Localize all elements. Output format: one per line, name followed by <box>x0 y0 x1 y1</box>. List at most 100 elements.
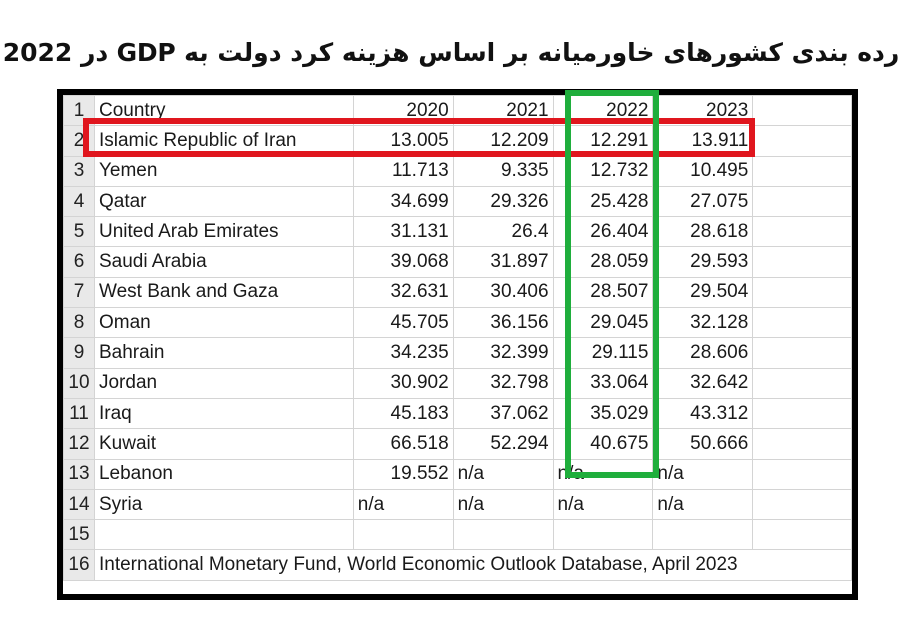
value-2021[interactable]: 12.209 <box>452 125 554 157</box>
header-2021[interactable]: 2021 <box>452 94 554 127</box>
country-cell[interactable]: Lebanon <box>93 458 354 490</box>
country-cell[interactable]: Yemen <box>93 155 354 187</box>
empty-cell[interactable] <box>452 519 554 551</box>
country-cell[interactable]: West Bank and Gaza <box>93 276 354 309</box>
value-2021[interactable]: 31.897 <box>452 246 554 278</box>
value-2020[interactable]: n/a <box>352 488 454 521</box>
value-2022[interactable]: 12.732 <box>552 155 654 187</box>
value-2023[interactable]: 28.606 <box>652 337 754 369</box>
row-number[interactable]: 15 <box>63 519 95 551</box>
value-2021[interactable]: 9.335 <box>452 155 554 187</box>
value-2020[interactable]: 45.705 <box>352 307 454 339</box>
row-number[interactable]: 9 <box>63 337 95 369</box>
empty-cell[interactable] <box>752 488 852 521</box>
value-2020[interactable]: 34.235 <box>352 337 454 369</box>
empty-cell[interactable] <box>752 94 852 127</box>
value-2023[interactable]: 32.128 <box>652 307 754 339</box>
value-2022[interactable]: 12.291 <box>552 125 654 157</box>
empty-cell[interactable] <box>752 185 852 218</box>
row-number[interactable]: 2 <box>63 125 95 157</box>
value-2023[interactable]: n/a <box>652 488 754 521</box>
value-2022[interactable]: 26.404 <box>552 216 654 248</box>
country-cell[interactable]: Oman <box>93 307 354 339</box>
value-2023[interactable]: 43.312 <box>652 397 754 430</box>
header-2023[interactable]: 2023 <box>652 94 754 127</box>
value-2020[interactable]: 11.713 <box>352 155 454 187</box>
value-2022[interactable]: 25.428 <box>552 185 654 218</box>
value-2023[interactable]: 27.075 <box>652 185 754 218</box>
country-cell[interactable]: Kuwait <box>93 428 354 460</box>
country-cell[interactable]: United Arab Emirates <box>93 216 354 248</box>
header-country[interactable]: Country <box>93 94 354 127</box>
value-2022[interactable]: 29.045 <box>552 307 654 339</box>
value-2020[interactable]: 34.699 <box>352 185 454 218</box>
value-2022[interactable]: 35.029 <box>552 397 654 430</box>
value-2020[interactable]: 39.068 <box>352 246 454 278</box>
value-2021[interactable]: 37.062 <box>452 397 554 430</box>
header-2022[interactable]: 2022 <box>552 94 654 127</box>
value-2020[interactable]: 13.005 <box>352 125 454 157</box>
row-number[interactable]: 12 <box>63 428 95 460</box>
value-2023[interactable]: 32.642 <box>652 367 754 399</box>
country-cell[interactable]: Syria <box>93 488 354 521</box>
value-2021[interactable]: 29.326 <box>452 185 554 218</box>
value-2021[interactable]: n/a <box>452 488 554 521</box>
empty-cell[interactable] <box>752 367 852 399</box>
country-cell[interactable]: Bahrain <box>93 337 354 369</box>
row-number[interactable]: 3 <box>63 155 95 187</box>
empty-cell[interactable] <box>752 458 852 490</box>
value-2022[interactable]: n/a <box>552 458 654 490</box>
value-2022[interactable]: 28.507 <box>552 276 654 309</box>
value-2021[interactable]: 32.798 <box>452 367 554 399</box>
value-2023[interactable]: 13.911 <box>652 125 754 157</box>
empty-cell[interactable] <box>552 519 654 551</box>
value-2022[interactable]: n/a <box>552 488 654 521</box>
value-2022[interactable]: 29.115 <box>552 337 654 369</box>
value-2021[interactable]: 52.294 <box>452 428 554 460</box>
value-2022[interactable]: 33.064 <box>552 367 654 399</box>
value-2021[interactable]: n/a <box>452 458 554 490</box>
value-2023[interactable]: 50.666 <box>652 428 754 460</box>
country-cell[interactable]: Iraq <box>93 397 354 430</box>
country-cell[interactable]: Saudi Arabia <box>93 246 354 278</box>
empty-cell[interactable] <box>752 397 852 430</box>
row-number[interactable]: 13 <box>63 458 95 490</box>
value-2021[interactable]: 30.406 <box>452 276 554 309</box>
source-citation[interactable]: International Monetary Fund, World Econo… <box>93 549 853 581</box>
empty-cell[interactable] <box>752 276 852 309</box>
value-2022[interactable]: 28.059 <box>552 246 654 278</box>
empty-cell[interactable] <box>752 519 852 551</box>
empty-cell[interactable] <box>352 519 454 551</box>
empty-cell[interactable] <box>752 246 852 278</box>
row-number[interactable]: 14 <box>63 488 95 521</box>
value-2020[interactable]: 30.902 <box>352 367 454 399</box>
row-number[interactable]: 11 <box>63 397 95 430</box>
value-2023[interactable]: 28.618 <box>652 216 754 248</box>
row-number[interactable]: 16 <box>63 549 95 581</box>
empty-cell[interactable] <box>752 155 852 187</box>
empty-cell[interactable] <box>752 337 852 369</box>
row-number[interactable]: 5 <box>63 216 95 248</box>
value-2021[interactable]: 26.4 <box>452 216 554 248</box>
row-number[interactable]: 6 <box>63 246 95 278</box>
empty-cell[interactable] <box>752 428 852 460</box>
header-2020[interactable]: 2020 <box>352 94 454 127</box>
row-number[interactable]: 7 <box>63 276 95 309</box>
value-2023[interactable]: n/a <box>652 458 754 490</box>
row-number[interactable]: 4 <box>63 185 95 218</box>
value-2020[interactable]: 45.183 <box>352 397 454 430</box>
empty-cell[interactable] <box>652 519 754 551</box>
value-2020[interactable]: 66.518 <box>352 428 454 460</box>
value-2020[interactable]: 19.552 <box>352 458 454 490</box>
country-cell[interactable]: Qatar <box>93 185 354 218</box>
row-number[interactable]: 1 <box>63 94 95 127</box>
row-number[interactable]: 10 <box>63 367 95 399</box>
row-number[interactable]: 8 <box>63 307 95 339</box>
value-2023[interactable]: 29.593 <box>652 246 754 278</box>
value-2023[interactable]: 10.495 <box>652 155 754 187</box>
empty-cell[interactable] <box>752 307 852 339</box>
empty-cell[interactable] <box>752 125 852 157</box>
value-2021[interactable]: 36.156 <box>452 307 554 339</box>
country-cell[interactable]: Jordan <box>93 367 354 399</box>
value-2021[interactable]: 32.399 <box>452 337 554 369</box>
